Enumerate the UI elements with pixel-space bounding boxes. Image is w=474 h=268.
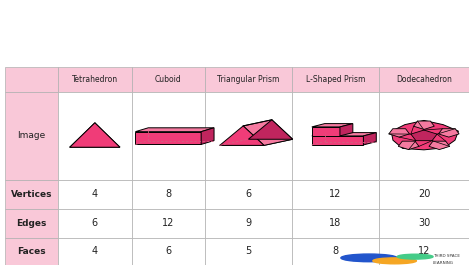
Polygon shape: [312, 136, 364, 145]
Polygon shape: [220, 126, 264, 145]
Polygon shape: [136, 132, 201, 144]
Polygon shape: [389, 129, 410, 137]
Polygon shape: [438, 129, 459, 137]
Polygon shape: [411, 130, 437, 141]
Text: L-Shaped Prism: L-Shaped Prism: [306, 75, 365, 84]
Text: 5: 5: [245, 247, 252, 256]
Bar: [379, 92, 469, 180]
Bar: [205, 67, 292, 92]
Bar: [205, 237, 292, 265]
Polygon shape: [414, 121, 434, 129]
Polygon shape: [248, 120, 292, 139]
Text: Vertices: Vertices: [11, 190, 52, 199]
Bar: [132, 92, 205, 180]
Text: 8: 8: [165, 189, 171, 199]
Bar: [58, 180, 132, 209]
Text: Edges: Edges: [16, 219, 46, 228]
Bar: [5, 92, 58, 180]
Polygon shape: [70, 123, 102, 147]
Text: LEARNING: LEARNING: [433, 261, 454, 265]
Bar: [5, 237, 58, 265]
Bar: [292, 209, 379, 237]
Circle shape: [373, 258, 417, 264]
Text: 18: 18: [329, 218, 341, 228]
Bar: [292, 237, 379, 265]
Polygon shape: [312, 124, 353, 127]
Bar: [205, 209, 292, 237]
Text: 12: 12: [418, 247, 430, 256]
Polygon shape: [243, 120, 292, 145]
Text: 6: 6: [165, 247, 171, 256]
Text: THIRD SPACE: THIRD SPACE: [433, 254, 460, 258]
Bar: [5, 180, 58, 209]
Bar: [132, 209, 205, 237]
Bar: [379, 209, 469, 237]
Text: Tetrahedron: Tetrahedron: [72, 75, 118, 84]
Polygon shape: [136, 128, 214, 132]
Bar: [205, 92, 292, 180]
Bar: [132, 237, 205, 265]
Bar: [5, 209, 58, 237]
Bar: [292, 67, 379, 92]
Circle shape: [397, 254, 433, 259]
Circle shape: [341, 254, 397, 262]
Polygon shape: [312, 133, 376, 136]
Bar: [205, 180, 292, 209]
Text: 6: 6: [92, 218, 98, 228]
Bar: [5, 67, 58, 92]
Polygon shape: [398, 141, 419, 150]
Polygon shape: [70, 139, 120, 147]
Text: 4: 4: [92, 189, 98, 199]
Text: 4: 4: [92, 247, 98, 256]
Text: Triangular Prism: Triangular Prism: [217, 75, 280, 84]
Polygon shape: [364, 133, 376, 145]
Bar: [58, 92, 132, 180]
Text: 20: 20: [418, 189, 430, 199]
Bar: [58, 209, 132, 237]
Bar: [379, 237, 469, 265]
Bar: [379, 67, 469, 92]
Text: 9: 9: [246, 218, 251, 228]
Polygon shape: [312, 127, 340, 136]
Polygon shape: [391, 120, 458, 150]
Text: Dodecahedron: Dodecahedron: [396, 75, 452, 84]
Text: 30: 30: [418, 218, 430, 228]
Polygon shape: [95, 123, 120, 147]
Polygon shape: [340, 124, 353, 136]
Bar: [132, 67, 205, 92]
Text: Cuboid: Cuboid: [155, 75, 182, 84]
Polygon shape: [70, 123, 120, 147]
Bar: [379, 180, 469, 209]
Text: 12: 12: [329, 189, 341, 199]
Bar: [132, 180, 205, 209]
Polygon shape: [429, 141, 450, 150]
Polygon shape: [201, 128, 214, 144]
Bar: [292, 180, 379, 209]
Text: Faces: Faces: [17, 247, 46, 256]
Polygon shape: [220, 139, 292, 145]
Text: Image: Image: [18, 131, 46, 140]
Bar: [58, 67, 132, 92]
Bar: [292, 92, 379, 180]
Text: Faces, edges and vertices: Faces, edges and vertices: [12, 27, 296, 46]
Text: 12: 12: [162, 218, 174, 228]
Text: 8: 8: [332, 247, 338, 256]
Text: 6: 6: [246, 189, 251, 199]
Bar: [58, 237, 132, 265]
